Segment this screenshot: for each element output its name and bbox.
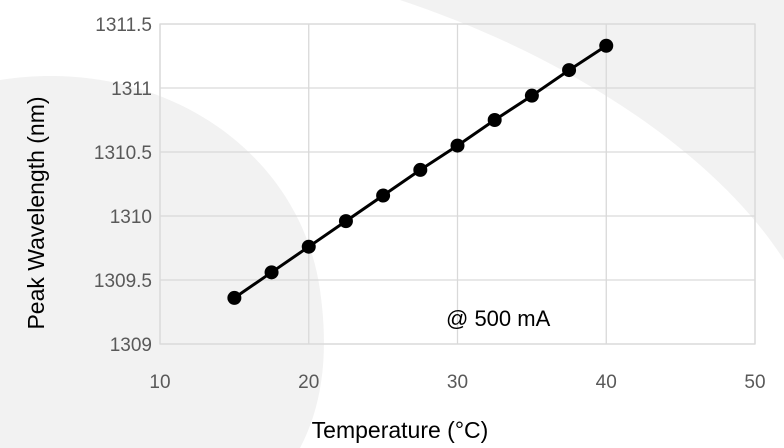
grid-layer (159, 23, 756, 345)
data-point (301, 239, 316, 254)
plot-area-border (159, 23, 756, 345)
x-tick-label: 20 (298, 372, 319, 393)
data-point (487, 113, 502, 127)
data-point (264, 265, 279, 280)
data-point (376, 188, 391, 203)
data-point (227, 290, 242, 305)
y-tick-label: 1310.5 (94, 143, 152, 164)
data-point (562, 63, 577, 78)
data-point (524, 88, 539, 103)
x-tick-label: 50 (744, 372, 765, 393)
x-tick-label: 40 (596, 372, 617, 393)
y-tick-label: 1310 (110, 207, 152, 228)
data-point (450, 138, 465, 153)
data-point (599, 38, 614, 53)
label-layer: 10 20 30 40 50 1309 1309.5 1310 1310.5 1311 1311.5 (94, 15, 766, 393)
y-axis-title: Peak Wavelength (nm) (23, 96, 49, 329)
background-left-arc (0, 76, 324, 448)
data-point (338, 214, 353, 229)
y-tick-label: 1311 (111, 79, 152, 100)
axis-layer (159, 23, 756, 345)
y-tick-label: 1309 (110, 335, 152, 356)
y-tick-label: 1309.5 (94, 271, 152, 292)
data-point (413, 162, 428, 177)
annotation-label: @ 500 mA (446, 306, 551, 331)
x-axis-title: Temperature (°C) (312, 417, 489, 443)
x-tick-label: 10 (149, 372, 170, 393)
background-right-shape (400, 0, 784, 260)
y-tick-label: 1311.5 (95, 15, 152, 36)
x-tick-label: 30 (447, 372, 468, 393)
series-layer (227, 38, 614, 305)
